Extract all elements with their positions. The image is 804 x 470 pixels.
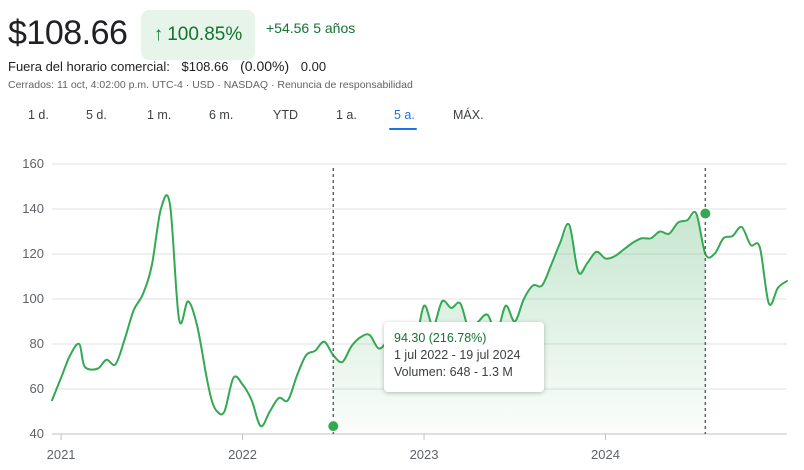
tab-1m[interactable]: 1 m. [147,108,172,122]
selection-start-dot [327,420,340,433]
x-tick-label: 2022 [228,447,257,462]
selection-end-dot [699,207,712,220]
x-tick-label: 2024 [591,447,620,462]
y-tick-label: 140 [22,201,44,216]
after-hours-pct: (0.00%) [240,58,290,74]
market-status-line: Cerrados: 11 oct, 4:02:00 p.m. UTC-4 · U… [8,79,413,91]
tooltip-range: 1 jul 2022 - 19 jul 2024 [394,348,521,362]
current-price: $108.66 [8,14,128,52]
tab-6m[interactable]: 6 m. [209,108,234,122]
after-hours-line: Fuera del horario comercial: $108.66 (0.… [8,58,326,74]
abs-change: +54.56 5 años [266,20,355,36]
y-tick-label: 80 [30,336,44,351]
after-hours-abs: 0.00 [300,59,327,74]
tooltip-volume: Volumen: 648 - 1.3 M [394,365,513,379]
tab-1d[interactable]: 1 d. [28,108,49,122]
active-tab-underline [389,128,417,130]
range-tabs: 1 d. 5 d. 1 m. 6 m. YTD 1 a. 5 a. MÁX. [0,108,520,132]
y-tick-label: 100 [22,291,44,306]
selection-tooltip: 94.30 (216.78%) 1 jul 2022 - 19 jul 2024… [384,322,544,392]
y-tick-label: 160 [22,156,44,171]
y-tick-label: 120 [22,246,44,261]
tab-5y[interactable]: 5 a. [394,108,415,122]
after-hours-label: Fuera del horario comercial: [8,59,170,74]
change-pct-value: 100.85% [167,24,243,45]
change-pct-badge: ↑ 100.85% [141,10,255,60]
tab-5d[interactable]: 5 d. [86,108,107,122]
x-tick-label: 2023 [410,447,439,462]
tab-ytd[interactable]: YTD [273,108,298,122]
abs-change-value: +54.56 [266,20,310,36]
y-tick-label: 40 [30,426,44,441]
after-hours-price: $108.66 [181,59,229,74]
tab-1y[interactable]: 1 a. [336,108,357,122]
tab-max[interactable]: MÁX. [453,108,484,122]
y-tick-label: 60 [30,381,44,396]
period-label: 5 años [313,20,356,36]
x-tick-label: 2021 [47,447,76,462]
arrow-up-icon: ↑ [153,24,164,45]
tooltip-value: 94.30 (216.78%) [394,331,487,345]
